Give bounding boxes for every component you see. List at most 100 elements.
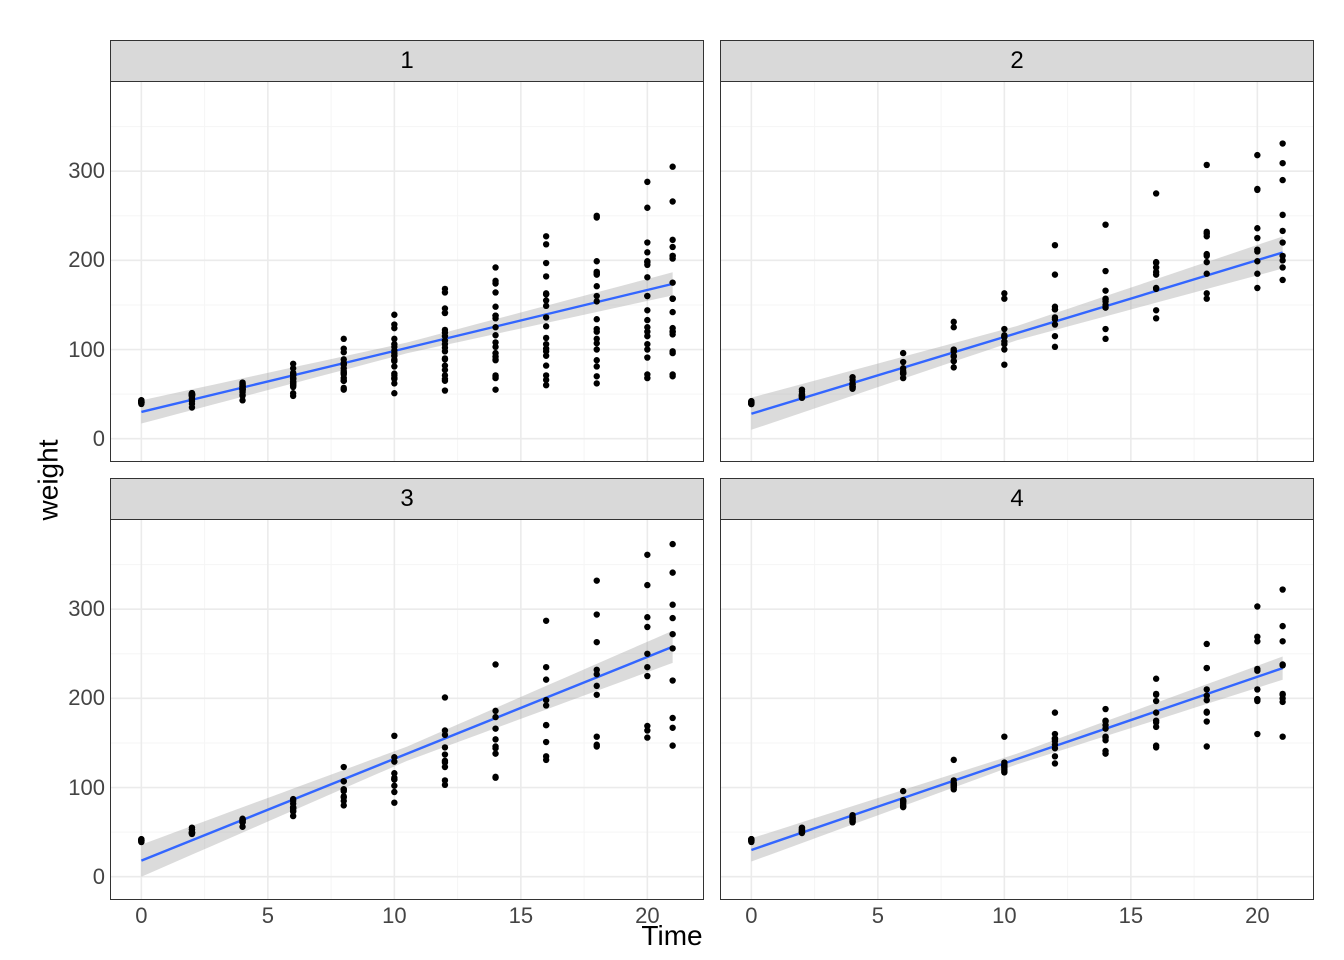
- data-point: [391, 363, 397, 369]
- data-point: [391, 356, 397, 362]
- data-point: [138, 399, 144, 405]
- data-point: [1279, 228, 1285, 234]
- data-point: [1254, 686, 1260, 692]
- data-point: [442, 694, 448, 700]
- data-point: [1204, 709, 1210, 715]
- data-point: [669, 725, 675, 731]
- y-tick-label: 300: [45, 158, 105, 184]
- data-point: [1204, 259, 1210, 265]
- data-point: [1254, 246, 1260, 252]
- data-point: [644, 552, 650, 558]
- data-point: [594, 357, 600, 363]
- data-point: [669, 373, 675, 379]
- data-point: [1102, 326, 1108, 332]
- facet-grid: 1010020030023010020030005101520405101520: [110, 40, 1314, 900]
- y-tick-label: 300: [45, 596, 105, 622]
- data-point: [391, 789, 397, 795]
- y-tick-label: 100: [45, 775, 105, 801]
- data-point: [391, 390, 397, 396]
- x-ticks: 05101520: [111, 903, 703, 929]
- data-point: [644, 375, 650, 381]
- x-tick-label: 10: [992, 903, 1016, 929]
- data-point: [669, 331, 675, 337]
- data-point: [669, 295, 675, 301]
- data-point: [1102, 706, 1108, 712]
- y-tick-label: 0: [45, 426, 105, 452]
- x-tick-label: 5: [262, 903, 274, 929]
- data-point: [669, 164, 675, 170]
- data-point: [594, 283, 600, 289]
- data-point: [1153, 285, 1159, 291]
- data-point: [1052, 753, 1058, 759]
- data-point: [1153, 724, 1159, 730]
- data-point: [900, 370, 906, 376]
- plot-area: [721, 82, 1313, 461]
- data-point: [644, 664, 650, 670]
- data-point: [669, 253, 675, 259]
- plot-area: 05101520: [721, 520, 1313, 899]
- data-point: [1204, 162, 1210, 168]
- data-point: [644, 293, 650, 299]
- data-point: [391, 799, 397, 805]
- data-point: [341, 802, 347, 808]
- data-point: [442, 337, 448, 343]
- data-point: [1102, 298, 1108, 304]
- data-point: [492, 708, 498, 714]
- data-point: [290, 365, 296, 371]
- data-point: [1153, 190, 1159, 196]
- data-point: [341, 778, 347, 784]
- data-point: [492, 278, 498, 284]
- data-point: [594, 683, 600, 689]
- data-point: [799, 392, 805, 398]
- data-point: [1153, 742, 1159, 748]
- data-point: [492, 289, 498, 295]
- data-point: [644, 624, 650, 630]
- data-point: [1052, 344, 1058, 350]
- data-point: [1102, 304, 1108, 310]
- data-point: [239, 397, 245, 403]
- data-point: [492, 714, 498, 720]
- data-point: [644, 317, 650, 323]
- data-point: [594, 639, 600, 645]
- data-point: [391, 776, 397, 782]
- data-point: [1254, 638, 1260, 644]
- data-point: [1279, 733, 1285, 739]
- data-point: [391, 336, 397, 342]
- data-point: [1052, 321, 1058, 327]
- data-point: [492, 743, 498, 749]
- y-ticks: 0100200300: [45, 82, 105, 461]
- data-point: [239, 387, 245, 393]
- data-point: [442, 329, 448, 335]
- data-point: [900, 788, 906, 794]
- data-point: [1279, 140, 1285, 146]
- data-point: [644, 333, 650, 339]
- data-point: [644, 614, 650, 620]
- data-point: [442, 367, 448, 373]
- data-point: [1254, 666, 1260, 672]
- data-point: [669, 350, 675, 356]
- data-point: [1102, 336, 1108, 342]
- data-point: [900, 799, 906, 805]
- data-point: [644, 582, 650, 588]
- y-tick-label: 100: [45, 337, 105, 363]
- data-point: [1153, 264, 1159, 270]
- data-point: [391, 312, 397, 318]
- data-point: [543, 348, 549, 354]
- data-point: [1279, 160, 1285, 166]
- y-tick-label: 200: [45, 685, 105, 711]
- data-point: [1279, 264, 1285, 270]
- x-tick-label: 0: [745, 903, 757, 929]
- data-point: [391, 370, 397, 376]
- data-point: [748, 837, 754, 843]
- data-point: [644, 651, 650, 657]
- data-point: [594, 271, 600, 277]
- data-point: [1102, 725, 1108, 731]
- data-point: [341, 345, 347, 351]
- data-point: [951, 780, 957, 786]
- data-point: [1204, 686, 1210, 692]
- data-point: [138, 837, 144, 843]
- data-point: [1153, 315, 1159, 321]
- data-point: [1254, 731, 1260, 737]
- data-point: [1052, 333, 1058, 339]
- data-point: [1052, 735, 1058, 741]
